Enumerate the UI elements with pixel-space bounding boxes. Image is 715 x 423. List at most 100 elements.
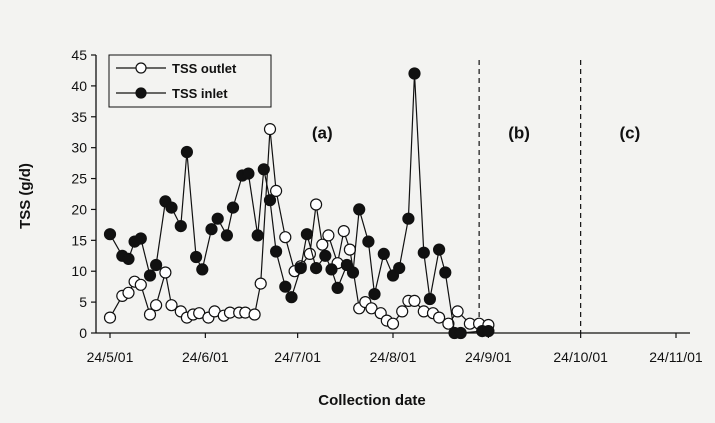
inlet-point	[423, 292, 436, 306]
y-tick-label: 25	[71, 171, 87, 187]
series-inlet	[103, 67, 495, 340]
inlet-point	[408, 67, 421, 80]
inlet-point	[122, 252, 135, 265]
outlet-point	[408, 294, 421, 307]
y-tick-label: 15	[71, 232, 87, 248]
y-tick-label: 45	[71, 47, 87, 63]
period-label: (b)	[508, 123, 530, 142]
outlet-point	[279, 231, 292, 244]
outlet-point	[165, 299, 178, 312]
outlet-point	[254, 277, 267, 290]
inlet-point	[353, 203, 366, 216]
inlet-point	[211, 212, 224, 225]
inlet-point	[134, 232, 147, 245]
legend: TSS outlet TSS inlet	[108, 54, 272, 108]
inlet-point	[263, 194, 277, 207]
outlet-point	[337, 225, 350, 238]
y-tick-label: 40	[71, 78, 87, 94]
outlet-point	[310, 198, 323, 211]
outlet-point	[322, 229, 335, 242]
outlet-point	[451, 305, 464, 318]
y-axis-title: TSS (g/d)	[17, 163, 34, 229]
x-axis-title: Collection date	[318, 392, 426, 409]
inlet-point	[417, 246, 430, 259]
inlet-point	[270, 245, 283, 258]
inlet-point	[310, 262, 323, 275]
inlet-point	[285, 291, 298, 304]
inlet-point	[190, 250, 203, 264]
y-tick-label: 30	[71, 140, 87, 156]
inlet-point	[439, 266, 452, 279]
inlet-point	[174, 220, 187, 233]
outlet-point	[150, 299, 163, 312]
inlet-point	[251, 229, 264, 242]
period-label: (c)	[619, 123, 640, 142]
outlet-point	[270, 184, 283, 197]
inlet-point	[180, 145, 193, 159]
inlet-point	[362, 235, 375, 248]
inlet-point	[165, 201, 178, 214]
x-tick-label: 24/7/01	[274, 349, 321, 365]
inlet-point	[103, 228, 117, 241]
legend-inlet-label: TSS inlet	[172, 86, 228, 101]
x-axis-ticks: 24/5/01 24/6/01 24/7/01 24/8/01 24/9/01 24/10…	[87, 333, 703, 365]
x-tick-label: 24/6/01	[182, 349, 229, 365]
inlet-point	[346, 266, 360, 279]
inlet-point	[433, 243, 446, 256]
inlet-point	[242, 167, 255, 180]
outlet-point	[396, 305, 409, 318]
inlet-point	[393, 262, 406, 275]
outlet-point	[134, 278, 147, 291]
outlet-point	[386, 317, 400, 330]
outlet-point	[316, 238, 329, 251]
outlet-point	[343, 243, 356, 256]
inlet-point	[294, 262, 307, 275]
inlet-point	[257, 163, 270, 176]
outlet-point	[248, 308, 261, 321]
x-tick-label: 24/11/01	[649, 349, 703, 365]
inlet-point	[482, 325, 495, 338]
outlet-point	[263, 123, 277, 136]
data-series	[103, 67, 495, 340]
inlet-point	[226, 201, 240, 214]
legend-outlet-marker	[135, 62, 147, 74]
x-tick-label: 24/5/01	[87, 349, 134, 365]
outlet-point	[365, 302, 378, 315]
y-tick-label: 10	[71, 263, 87, 279]
legend-inlet-marker	[135, 87, 147, 99]
outlet-point	[442, 317, 455, 330]
period-dividers	[478, 60, 582, 333]
inlet-point	[325, 263, 338, 276]
series-outlet	[103, 123, 495, 332]
inlet-point	[331, 281, 344, 294]
inlet-point	[150, 258, 163, 272]
inlet-point	[300, 228, 313, 241]
outlet-point	[143, 308, 157, 321]
inlet-point	[205, 223, 218, 236]
y-tick-label: 20	[71, 201, 87, 217]
x-tick-label: 24/10/01	[553, 349, 608, 365]
inlet-point	[402, 212, 415, 225]
x-tick-label: 24/8/01	[370, 349, 417, 365]
y-axis-ticks: 0 5 10 15 20 25 30 35 40 45	[71, 47, 96, 341]
inlet-point	[368, 288, 381, 301]
legend-outlet-label: TSS outlet	[172, 61, 237, 76]
period-label: (a)	[312, 123, 333, 142]
y-tick-label: 35	[71, 109, 87, 125]
inlet-point	[143, 269, 157, 282]
legend-box	[108, 54, 272, 108]
inlet-point	[377, 247, 390, 260]
outlet-point	[122, 286, 135, 299]
period-labels: (a) (b) (c)	[312, 123, 640, 142]
y-tick-label: 5	[79, 294, 87, 310]
y-tick-label: 0	[79, 325, 87, 341]
inlet-point	[454, 326, 467, 340]
inlet-point	[319, 249, 332, 262]
outlet-point	[433, 311, 446, 324]
inlet-point	[220, 229, 233, 242]
x-tick-label: 24/9/01	[465, 349, 512, 365]
inlet-point	[279, 280, 292, 293]
inlet-point	[196, 263, 209, 276]
